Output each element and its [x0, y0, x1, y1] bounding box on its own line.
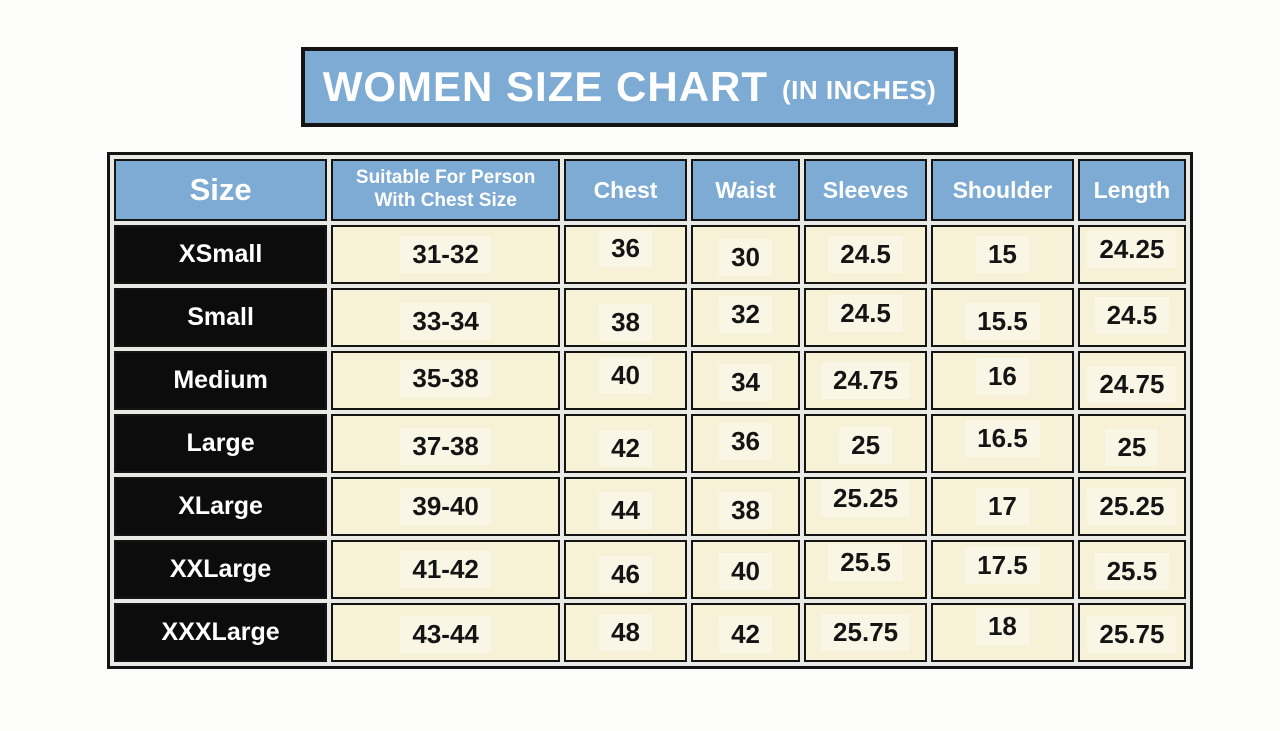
- cell-waist: 40: [690, 540, 801, 599]
- cell-sleeves: 24.5: [804, 288, 928, 347]
- cell-suitable-chest: 33-34: [331, 288, 561, 347]
- title-banner: WOMEN SIZE CHART (IN INCHES): [301, 47, 958, 127]
- table-row-large: Large 37-38 42 36 25 16.5 25: [114, 414, 1186, 473]
- column-header-suitable-chest: Suitable For Person With Chest Size: [331, 159, 561, 221]
- cell-waist: 38: [690, 477, 801, 536]
- cell-suitable-chest: 37-38: [331, 414, 561, 473]
- header-row: Size Suitable For Person With Chest Size…: [114, 159, 1186, 221]
- column-header-waist: Waist: [690, 159, 801, 221]
- cell-chest: 38: [564, 288, 687, 347]
- cell-chest: 44: [564, 477, 687, 536]
- cell-length: 24.75: [1077, 351, 1186, 410]
- cell-suitable-chest: 31-32: [331, 225, 561, 284]
- cell-waist: 30: [690, 225, 801, 284]
- cell-waist: 32: [690, 288, 801, 347]
- cell-chest: 40: [564, 351, 687, 410]
- column-header-size: Size: [114, 159, 328, 221]
- table-row-xxxlarge: XXXLarge 43-44 48 42 25.75 18 25.75: [114, 603, 1186, 662]
- cell-shoulder: 17: [931, 477, 1074, 536]
- size-label: Medium: [114, 351, 328, 410]
- cell-suitable-chest: 41-42: [331, 540, 561, 599]
- table-row-xsmall: XSmall 31-32 36 30 24.5 15 24.25: [114, 225, 1186, 284]
- table-row-medium: Medium 35-38 40 34 24.75 16 24.75: [114, 351, 1186, 410]
- cell-shoulder: 15.5: [931, 288, 1074, 347]
- cell-sleeves: 24.75: [804, 351, 928, 410]
- size-label: Small: [114, 288, 328, 347]
- cell-sleeves: 25.25: [804, 477, 928, 536]
- cell-waist: 36: [690, 414, 801, 473]
- cell-shoulder: 16.5: [931, 414, 1074, 473]
- cell-waist: 34: [690, 351, 801, 410]
- column-header-sleeves: Sleeves: [804, 159, 928, 221]
- women-size-table: Size Suitable For Person With Chest Size…: [107, 152, 1193, 669]
- cell-sleeves: 25.75: [804, 603, 928, 662]
- cell-chest: 48: [564, 603, 687, 662]
- cell-length: 24.25: [1077, 225, 1186, 284]
- cell-length: 25.25: [1077, 477, 1186, 536]
- cell-chest: 36: [564, 225, 687, 284]
- cell-length: 24.5: [1077, 288, 1186, 347]
- title-unit-note: (IN INCHES): [782, 74, 937, 105]
- cell-waist: 42: [690, 603, 801, 662]
- cell-shoulder: 18: [931, 603, 1074, 662]
- cell-chest: 46: [564, 540, 687, 599]
- page-title: WOMEN SIZE CHART: [322, 63, 769, 110]
- table-row-small: Small 33-34 38 32 24.5 15.5 24.5: [114, 288, 1186, 347]
- column-header-length: Length: [1077, 159, 1186, 221]
- cell-suitable-chest: 43-44: [331, 603, 561, 662]
- cell-suitable-chest: 35-38: [331, 351, 561, 410]
- cell-length: 25.5: [1077, 540, 1186, 599]
- cell-sleeves: 24.5: [804, 225, 928, 284]
- cell-length: 25.75: [1077, 603, 1186, 662]
- cell-sleeves: 25: [804, 414, 928, 473]
- size-label: Large: [114, 414, 328, 473]
- cell-shoulder: 17.5: [931, 540, 1074, 599]
- size-label: XLarge: [114, 477, 328, 536]
- table-row-xxlarge: XXLarge 41-42 46 40 25.5 17.5 25.5: [114, 540, 1186, 599]
- cell-suitable-chest: 39-40: [331, 477, 561, 536]
- size-label: XXLarge: [114, 540, 328, 599]
- cell-length: 25: [1077, 414, 1186, 473]
- column-header-chest: Chest: [564, 159, 687, 221]
- size-label: XXXLarge: [114, 603, 328, 662]
- table-row-xlarge: XLarge 39-40 44 38 25.25 17 25.25: [114, 477, 1186, 536]
- cell-sleeves: 25.5: [804, 540, 928, 599]
- column-header-shoulder: Shoulder: [931, 159, 1074, 221]
- cell-shoulder: 15: [931, 225, 1074, 284]
- cell-chest: 42: [564, 414, 687, 473]
- size-label: XSmall: [114, 225, 328, 284]
- cell-shoulder: 16: [931, 351, 1074, 410]
